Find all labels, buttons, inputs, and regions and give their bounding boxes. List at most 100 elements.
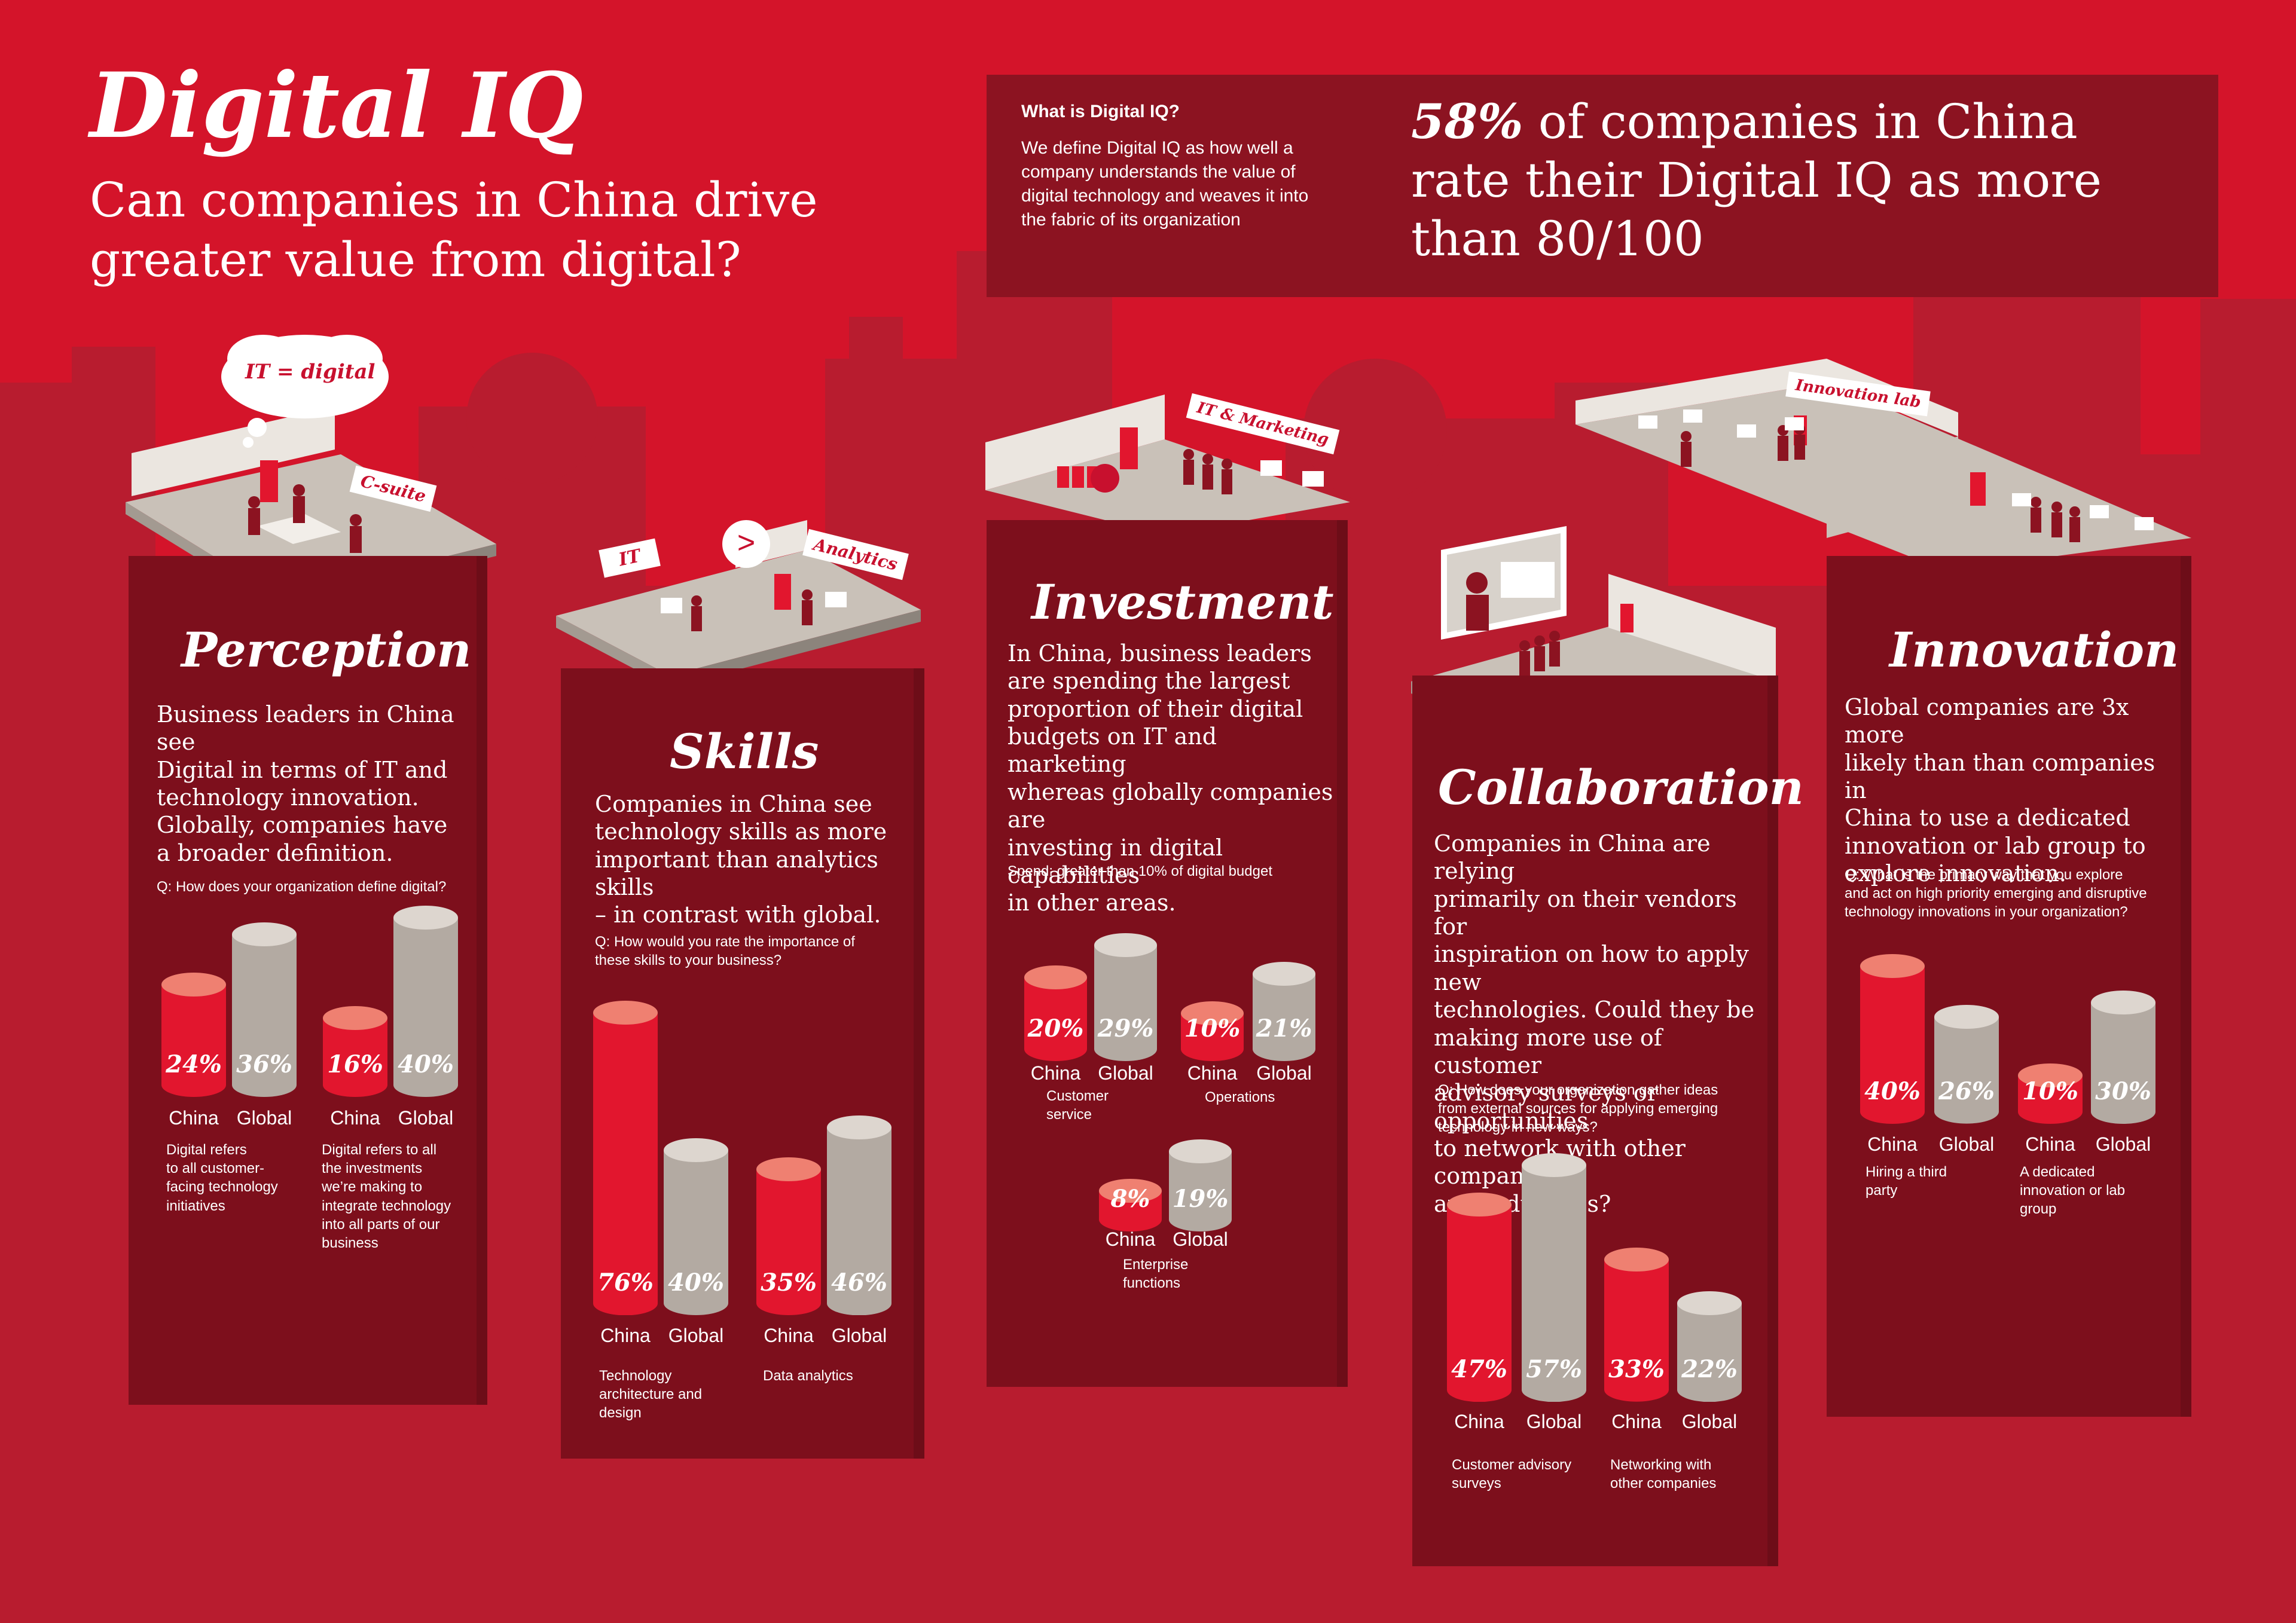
investment-value-global-2: 21%	[1256, 1014, 1312, 1043]
perception-value-global-1: 36%	[236, 1050, 292, 1078]
headline-stat-number: 58%	[1411, 93, 1523, 149]
collaboration-value-china-2: 33%	[1608, 1355, 1665, 1383]
perception-bar-global-1: 36%	[232, 922, 297, 1097]
perception-series-label-global-1: Global	[236, 1107, 292, 1129]
innovation-series-label-global-1: Global	[1938, 1133, 1995, 1155]
innovation-illustration	[1576, 359, 2191, 571]
innovation-series-label-global-2: Global	[2095, 1133, 2151, 1155]
investment-value-china-2: 10%	[1184, 1014, 1241, 1043]
innovation-bar-global-2: 30%	[2091, 991, 2155, 1124]
skills-value-china-1: 76%	[597, 1268, 654, 1297]
digital-iq-definition-box: What is Digital IQ? We define Digital IQ…	[987, 75, 2218, 297]
perception-title: Perception	[181, 622, 472, 678]
definition-heading: What is Digital IQ?	[1021, 102, 1180, 121]
investment-panel	[987, 520, 1348, 1387]
investment-title: Investment	[1031, 574, 1334, 630]
skills-bar-china-2: 35%	[756, 1157, 821, 1315]
skills-series-label-china-2: China	[764, 1325, 814, 1346]
investment-bar-china-1: 20%	[1024, 965, 1087, 1061]
investment-bar-global-2: 21%	[1253, 962, 1315, 1061]
collaboration-bar-china-1: 47%	[1447, 1192, 1512, 1402]
skills-caption-1: Technology architecture and design	[599, 1368, 703, 1422]
collaboration-bar-china-2: 33%	[1604, 1248, 1669, 1402]
investment-bar-china-2: 10%	[1181, 1001, 1244, 1061]
skills-caption-2: Data analytics	[763, 1368, 853, 1384]
headline-stat-line-2: rate their Digital IQ as more	[1411, 152, 2102, 208]
innovation-caption-1: Hiring a third party	[1866, 1164, 1947, 1199]
investment-caption-2: Operations	[1205, 1089, 1275, 1105]
collaboration-body: Companies in China are relying primarily …	[1434, 830, 1755, 1217]
perception-caption-1: Digital refers to all customer-facing tec…	[166, 1142, 278, 1214]
innovation-title: Innovation	[1889, 622, 2179, 678]
innovation-body: Global companies are 3x more likely than …	[1845, 694, 2155, 887]
perception-series-label-china-1: China	[169, 1107, 219, 1129]
investment-series-label-global-2: Global	[1256, 1062, 1312, 1084]
thought-bubble-icon	[221, 335, 389, 448]
collaboration-value-china-1: 47%	[1451, 1355, 1507, 1383]
skills-value-global-2: 46%	[831, 1268, 887, 1297]
perception-value-global-2: 40%	[398, 1050, 454, 1078]
innovation-value-china-2: 10%	[2022, 1077, 2078, 1105]
investment-illustration	[985, 395, 1350, 535]
perception-value-china-1: 24%	[166, 1050, 222, 1078]
definition-line-2: company understands the value of	[1021, 162, 1296, 182]
collaboration-caption-1: Customer advisory surveys	[1452, 1457, 1572, 1492]
skills-bar-global-1: 40%	[664, 1138, 728, 1315]
collaboration-series-label-global-2: Global	[1681, 1411, 1738, 1432]
definition-line-4: the fabric of its organization	[1021, 210, 1241, 230]
perception-caption-2: Digital refers to all the investments we’r…	[322, 1142, 451, 1251]
innovation-value-global-2: 30%	[2095, 1077, 2151, 1105]
perception-question: Q: How does your organization define dig…	[157, 879, 447, 895]
innovation-series-label-china-2: China	[2025, 1133, 2075, 1155]
investment-series-label-china-2: China	[1187, 1062, 1238, 1084]
investment-bar-global-1: 29%	[1094, 933, 1157, 1061]
collaboration-value-global-1: 57%	[1526, 1355, 1582, 1383]
collaboration-title: Collaboration	[1438, 759, 1804, 815]
investment-body: In China, business leaders are spending t…	[1007, 640, 1333, 916]
innovation-question: Q: What is the primary way that you expl…	[1845, 867, 2147, 921]
headline-stat-line-1: 58% of companies in China	[1411, 93, 2188, 151]
investment-caption-1: Customer service	[1046, 1088, 1109, 1123]
collaboration-panel	[1412, 676, 1778, 1566]
innovation-bar-china-2: 10%	[2018, 1063, 2083, 1124]
collaboration-bar-global-1: 57%	[1522, 1153, 1586, 1402]
perception-body: Business leaders in China see Digital in …	[157, 701, 454, 866]
definition-line-3: digital technology and weaves it into	[1021, 186, 1309, 206]
collaboration-caption-2: Networking with other companies	[1610, 1457, 1717, 1492]
innovation-series-label-china-1: China	[1867, 1133, 1918, 1155]
innovation-caption-2: A dedicated innovation or lab group	[2020, 1164, 2126, 1218]
skills-body: Companies in China see technology skills …	[595, 791, 887, 928]
perception-bar-china-2: 16%	[323, 1006, 387, 1097]
skills-bar-china-1: 76%	[593, 1000, 658, 1315]
perception-bar-global-2: 40%	[393, 906, 458, 1097]
investment-series-label-global-1: Global	[1098, 1062, 1153, 1084]
collaboration-value-global-2: 22%	[1681, 1355, 1738, 1383]
definition-line-1: We define Digital IQ as how well a	[1021, 138, 1293, 158]
perception-bubble-text: IT = digital	[245, 360, 375, 384]
perception-bar-china-1: 24%	[161, 973, 226, 1097]
investment-question: Spend: greater than 10% of digital budge…	[1007, 863, 1272, 879]
perception-series-label-global-2: Global	[398, 1107, 454, 1129]
skills-title: Skills	[670, 723, 819, 780]
innovation-bar-global-1: 26%	[1934, 1005, 1999, 1124]
skills-question: Q: How would you rate the importance of t…	[595, 934, 855, 969]
skills-value-china-2: 35%	[761, 1269, 817, 1297]
investment-value-china-1: 20%	[1027, 1014, 1084, 1043]
investment-bar-china-3: 8%	[1099, 1179, 1162, 1231]
perception-value-china-2: 16%	[327, 1050, 383, 1078]
collaboration-series-label-global-1: Global	[1526, 1411, 1582, 1432]
collaboration-bar-global-2: 22%	[1677, 1291, 1742, 1402]
skills-series-label-global-1: Global	[668, 1325, 724, 1346]
collaboration-series-label-china-1: China	[1454, 1411, 1504, 1432]
headline-stat-line-3: than 80/100	[1411, 211, 1704, 267]
headline-stat-text: of companies in China	[1523, 94, 2078, 149]
page-subtitle-line-2: greater value from digital?	[90, 232, 741, 288]
investment-series-label-global-3: Global	[1173, 1228, 1228, 1250]
page-title: Digital IQ	[90, 53, 584, 158]
perception-series-label-china-2: China	[330, 1107, 380, 1129]
innovation-value-china-1: 40%	[1864, 1077, 1921, 1105]
collaboration-series-label-china-2: China	[1611, 1411, 1662, 1432]
skills-series-label-china-1: China	[600, 1325, 651, 1346]
page-subtitle-line-1: Can companies in China drive	[90, 172, 818, 228]
investment-value-global-1: 29%	[1097, 1014, 1154, 1043]
